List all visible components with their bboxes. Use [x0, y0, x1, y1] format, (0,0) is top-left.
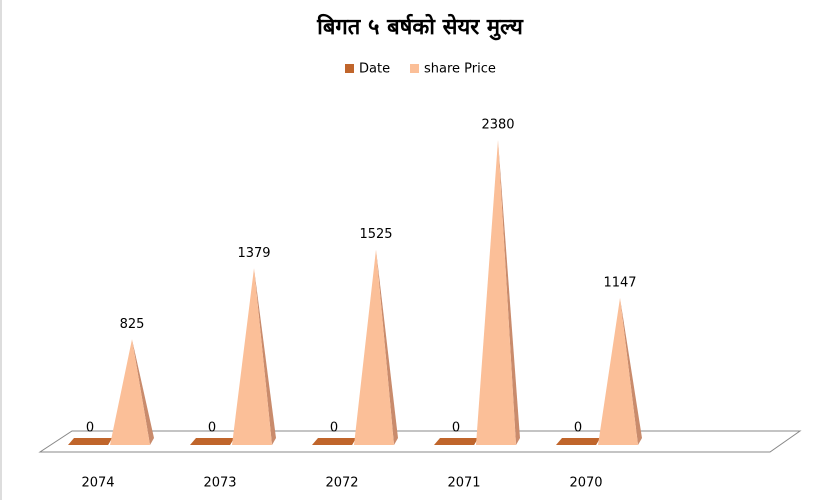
pyramid-face — [476, 140, 516, 445]
pyramid-face — [354, 249, 394, 445]
pyramid — [476, 140, 520, 445]
pyramid-face — [434, 438, 478, 445]
pyramid — [68, 438, 112, 445]
floor — [38, 430, 802, 453]
x-tick-label: 2073 — [203, 476, 236, 491]
data-label: 0 — [452, 421, 460, 436]
pyramid-side — [620, 298, 642, 445]
data-label: 1147 — [603, 276, 636, 291]
data-label: 0 — [574, 421, 582, 436]
pyramid-side — [498, 140, 520, 445]
data-label: 1379 — [237, 246, 270, 261]
pyramid — [190, 438, 234, 445]
pyramid — [110, 339, 154, 445]
data-label: 2380 — [481, 118, 514, 133]
pyramid-face — [190, 438, 234, 445]
x-tick-label: 2074 — [81, 476, 114, 491]
pyramid-face — [556, 438, 600, 445]
legend-label: share Price — [424, 62, 496, 77]
pyramid — [232, 268, 276, 445]
pyramid-face — [232, 268, 272, 445]
pyramid-face — [598, 298, 638, 445]
data-label: 825 — [120, 317, 145, 332]
x-tick-label: 2072 — [325, 476, 358, 491]
legend-label: Date — [359, 62, 390, 77]
pyramid — [354, 249, 398, 445]
legend-swatch — [410, 64, 419, 73]
legend-swatch — [345, 64, 354, 73]
pyramid — [434, 438, 478, 445]
chart-title: बिगत ५ बर्षको सेयर मुल्य — [316, 13, 524, 41]
pyramid-side — [132, 339, 154, 445]
pyramid — [598, 298, 642, 445]
data-label: 0 — [208, 421, 216, 436]
pyramid-face — [110, 339, 150, 445]
x-tick-label: 2071 — [447, 476, 480, 491]
data-label: 0 — [86, 421, 94, 436]
pyramid-face — [68, 438, 112, 445]
pyramid — [556, 438, 600, 445]
pyramid — [312, 438, 356, 445]
data-label: 1525 — [359, 227, 392, 242]
data-label: 0 — [330, 421, 338, 436]
x-tick-label: 2070 — [569, 476, 602, 491]
pyramid-side — [254, 268, 276, 445]
pyramid-side — [376, 249, 398, 445]
pyramid-face — [312, 438, 356, 445]
